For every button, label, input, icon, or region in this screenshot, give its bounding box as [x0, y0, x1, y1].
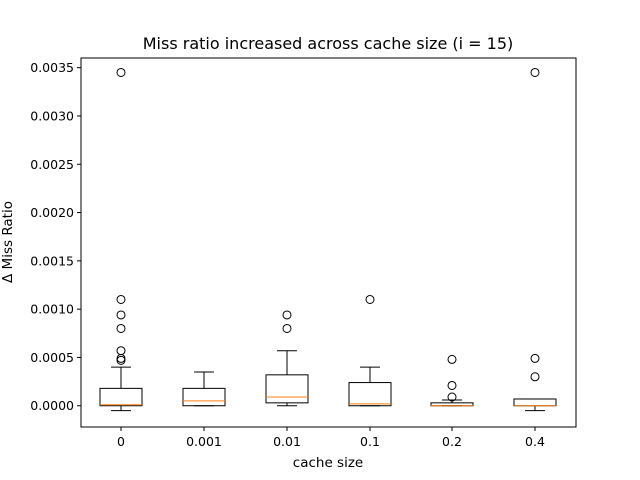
- outlier-point: [530, 353, 540, 363]
- y-tick-label: 0.0025: [30, 157, 74, 172]
- outlier-point: [116, 355, 126, 365]
- x-tick-label: 0.4: [525, 434, 545, 449]
- plot-area: 0.00000.00050.00100.00150.00200.00250.00…: [30, 60, 557, 449]
- outlier-point: [365, 294, 375, 304]
- box-iqr: [182, 387, 226, 407]
- y-tick-label: 0.0035: [30, 60, 74, 75]
- outlier-point: [530, 67, 540, 77]
- y-tick-label: 0.0015: [30, 253, 74, 268]
- y-tick-label: 0.0000: [30, 398, 74, 413]
- outlier-point: [116, 353, 126, 363]
- outlier-point: [282, 323, 292, 333]
- x-tick-label: 0.01: [273, 434, 301, 449]
- outlier-point: [282, 310, 292, 320]
- outlier-point: [447, 380, 457, 390]
- y-axis-label: Δ Miss Ratio: [0, 201, 16, 283]
- outlier-point: [116, 67, 126, 77]
- x-axis-label: cache size: [293, 455, 363, 471]
- box-iqr: [99, 387, 143, 407]
- outlier-point: [447, 354, 457, 364]
- outlier-point: [116, 294, 126, 304]
- outlier-point: [116, 323, 126, 333]
- outlier-point: [530, 372, 540, 382]
- y-tick-label: 0.0010: [30, 302, 74, 317]
- y-tick-label: 0.0020: [30, 205, 74, 220]
- outlier-point: [447, 392, 457, 402]
- box-iqr: [348, 382, 392, 407]
- outlier-point: [116, 346, 126, 356]
- plot-frame: [80, 57, 577, 428]
- box-iqr: [265, 374, 309, 404]
- x-tick-label: 0.1: [360, 434, 380, 449]
- box-iqr: [513, 398, 557, 407]
- x-tick-label: 0.001: [186, 434, 222, 449]
- outlier-point: [116, 310, 126, 320]
- y-tick-label: 0.0030: [30, 108, 74, 123]
- x-tick-label: 0: [117, 434, 125, 449]
- x-tick-label: 0.2: [442, 434, 462, 449]
- y-tick-label: 0.0005: [30, 350, 74, 365]
- chart-title: Miss ratio increased across cache size (…: [143, 34, 513, 53]
